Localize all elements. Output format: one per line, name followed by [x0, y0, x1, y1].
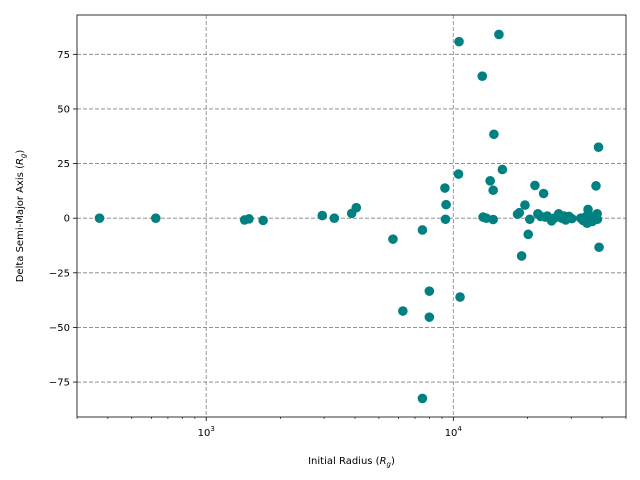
- scatter-point: [258, 215, 268, 226]
- plot-frame: [76, 14, 627, 418]
- y-tick-label: −75: [49, 378, 70, 389]
- scatter-point: [150, 213, 161, 223]
- scatter-point: [351, 202, 362, 213]
- x-axis-label: Initial Radius (Rg): [308, 456, 395, 469]
- gridlines: [77, 15, 626, 417]
- scatter-point: [524, 214, 535, 225]
- scatter-point: [454, 36, 464, 47]
- scatter-point: [317, 210, 328, 221]
- scatter-point: [530, 180, 540, 191]
- scatter-point: [424, 286, 435, 296]
- scatter-point: [567, 213, 577, 224]
- y-tick-label: 75: [57, 50, 70, 61]
- scatter-point: [514, 207, 525, 218]
- scatter-point: [485, 176, 495, 186]
- y-tick-label: −50: [49, 323, 70, 334]
- scatter-point: [398, 306, 408, 316]
- scatter-point: [591, 181, 601, 191]
- scatter-point: [477, 71, 488, 81]
- scatter-point: [94, 213, 105, 223]
- scatter-point: [441, 199, 451, 210]
- scatter-point: [440, 214, 451, 225]
- scatter-point: [455, 292, 465, 302]
- scatter-point: [593, 142, 604, 152]
- scatter-point: [388, 234, 398, 244]
- scatter-point: [516, 251, 527, 261]
- scatter-point: [489, 129, 499, 140]
- scatter-point: [453, 169, 464, 179]
- scatter-point: [523, 229, 534, 240]
- y-tick-label: 25: [57, 159, 70, 170]
- tick-labels: 103 104 75 50 25 0 −25 −50 −75: [49, 50, 463, 439]
- scatter-point: [424, 312, 435, 322]
- scatter-point: [440, 183, 450, 193]
- scatter-point: [520, 200, 530, 210]
- scatter-point: [417, 225, 428, 235]
- scatter-point: [494, 29, 504, 40]
- y-tick-label: 50: [57, 104, 70, 115]
- scatter-point: [417, 393, 428, 404]
- x-tick-label: 104: [445, 425, 463, 439]
- scatter-point: [497, 164, 508, 175]
- y-axis-label: Delta Semi-Major Axis (Rg): [15, 150, 28, 283]
- scatter-point: [244, 214, 254, 224]
- y-tick-label: −25: [49, 268, 70, 279]
- scatter-point: [329, 213, 340, 223]
- scatter-point: [488, 185, 498, 196]
- scatter-point: [538, 188, 549, 199]
- scatter-point: [592, 214, 603, 225]
- scatter-point: [488, 214, 498, 225]
- scatter-point: [594, 242, 604, 253]
- y-tick-label: 0: [64, 214, 70, 225]
- x-tick-label: 103: [198, 425, 215, 439]
- data-points: [94, 29, 604, 404]
